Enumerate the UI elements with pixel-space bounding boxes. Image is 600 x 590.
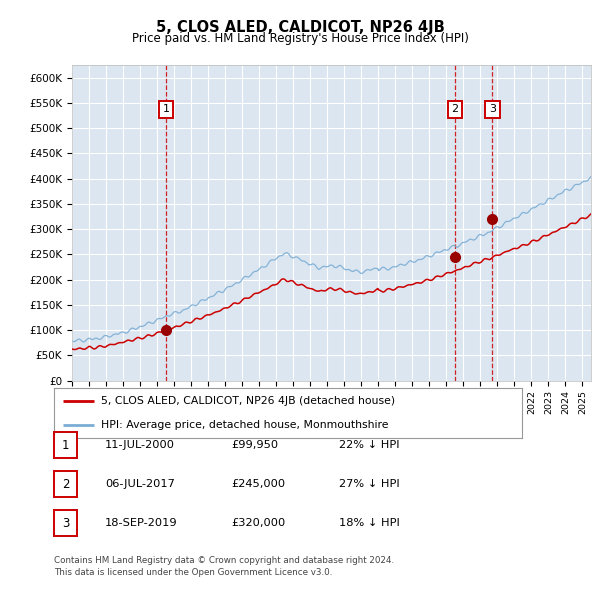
Text: 3: 3 [62,517,69,530]
Text: £320,000: £320,000 [231,519,285,528]
Text: £245,000: £245,000 [231,480,285,489]
Text: HPI: Average price, detached house, Monmouthshire: HPI: Average price, detached house, Monm… [101,420,388,430]
Text: Contains HM Land Registry data © Crown copyright and database right 2024.
This d: Contains HM Land Registry data © Crown c… [54,556,394,577]
Text: 1: 1 [62,439,69,452]
Text: 3: 3 [489,104,496,114]
Text: Price paid vs. HM Land Registry's House Price Index (HPI): Price paid vs. HM Land Registry's House … [131,32,469,45]
Text: 5, CLOS ALED, CALDICOT, NP26 4JB: 5, CLOS ALED, CALDICOT, NP26 4JB [155,19,445,35]
Text: 06-JUL-2017: 06-JUL-2017 [105,480,175,489]
Text: 5, CLOS ALED, CALDICOT, NP26 4JB (detached house): 5, CLOS ALED, CALDICOT, NP26 4JB (detach… [101,396,395,406]
Text: 18-SEP-2019: 18-SEP-2019 [105,519,178,528]
Text: £99,950: £99,950 [231,441,278,450]
Text: 27% ↓ HPI: 27% ↓ HPI [339,480,400,489]
Text: 18% ↓ HPI: 18% ↓ HPI [339,519,400,528]
Text: 2: 2 [62,478,69,491]
Text: 22% ↓ HPI: 22% ↓ HPI [339,441,400,450]
Text: 1: 1 [163,104,170,114]
Text: 2: 2 [451,104,458,114]
Text: 11-JUL-2000: 11-JUL-2000 [105,441,175,450]
